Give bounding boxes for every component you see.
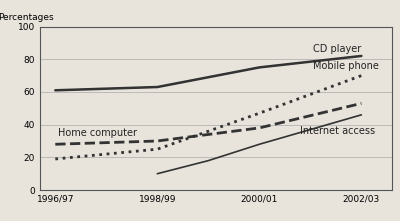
Text: Internet access: Internet access [300,126,375,136]
Text: Percentages: Percentages [0,13,53,23]
Text: Home computer: Home computer [58,128,137,138]
Text: Mobile phone: Mobile phone [313,61,379,71]
Text: CD player: CD player [313,44,361,54]
